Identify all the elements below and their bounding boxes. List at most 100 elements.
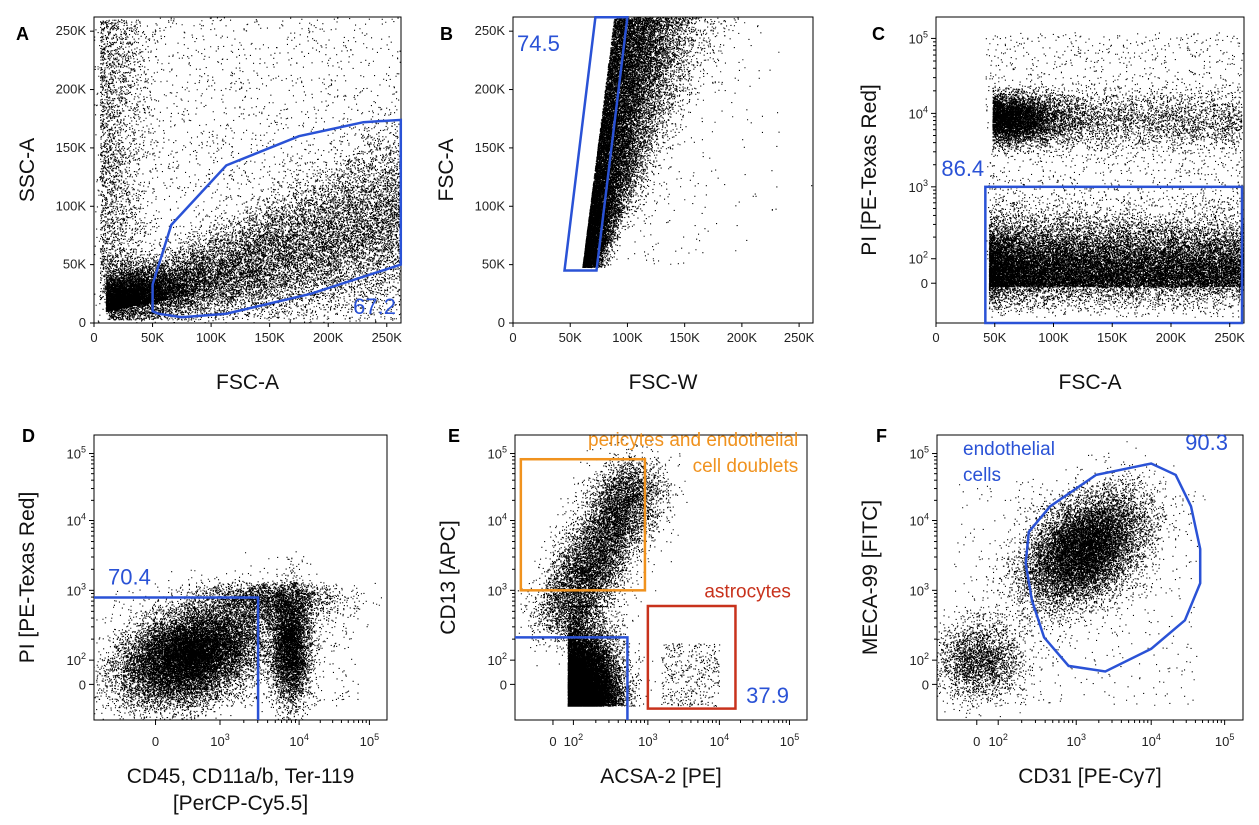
x-tick-label: 50K	[983, 330, 1006, 345]
y-tick-label: 102	[488, 651, 507, 668]
y-axis-label: SSC-A	[16, 138, 39, 202]
x-tick-label: 100K	[196, 330, 227, 345]
event-cloud	[628, 20, 830, 265]
y-tick-label: 104	[909, 104, 928, 121]
y-tick-label: 105	[909, 29, 928, 46]
y-axis-label: FSC-A	[435, 139, 458, 202]
y-axis-label: PI [PE-Texas Red]	[858, 84, 881, 256]
plot-frame	[515, 435, 807, 720]
y-tick-label: 150K	[475, 140, 506, 155]
gate-percentage: 67.2	[353, 294, 396, 319]
panel-F: F 90.3 endothelial cells 0 102 103 104 105 0 102 10…	[859, 426, 1243, 788]
gate-percentage: 86.4	[941, 156, 984, 181]
population-label: astrocytes	[704, 581, 791, 602]
y-axis-label: MECA-99 [FITC]	[859, 500, 882, 655]
x-tick-label: 105	[360, 732, 379, 749]
population-label-line2: cell doublets	[693, 456, 799, 477]
x-tick-label: 200K	[313, 330, 344, 345]
panel-A: A67.20 50K 100K 150K 200K 250K050K100K150K200…	[16, 17, 402, 394]
x-tick-label: 0	[932, 330, 939, 345]
event-dots	[903, 441, 1205, 729]
x-axis-label: ACSA-2 [PE]	[600, 765, 721, 788]
x-axis-label: FSC-W	[629, 371, 698, 394]
y-tick-label: 100K	[56, 198, 87, 213]
y-tick-label: 50K	[482, 257, 505, 272]
y-tick-label: 104	[67, 512, 86, 529]
x-tick-label: 150K	[669, 330, 700, 345]
y-tick-label: 105	[488, 445, 507, 462]
panel-label: B	[440, 24, 453, 44]
gate-percentage: 90.3	[1185, 430, 1228, 455]
event-cloud	[661, 643, 720, 707]
gate-percentage: 37.9	[746, 683, 789, 708]
x-tick-label: 103	[638, 732, 657, 749]
panel-label: D	[22, 426, 35, 446]
y-tick-label: 0	[921, 276, 928, 291]
x-tick-label: 50K	[559, 330, 582, 345]
event-cloud	[582, 17, 761, 268]
y-tick-label: 250K	[56, 23, 87, 38]
panel-label: C	[872, 24, 885, 44]
y-tick-label: 103	[67, 581, 86, 598]
gate-percentage: 70.4	[108, 564, 151, 589]
y-tick-label: 50K	[63, 257, 86, 272]
x-tick-label: 103	[1066, 732, 1085, 749]
x-tick-label: 0	[549, 734, 556, 749]
gate-percentage: 74.5	[517, 31, 560, 56]
y-axis-label: CD13 [APC]	[437, 520, 460, 634]
event-dots	[986, 32, 1249, 318]
x-tick-label: 104	[289, 732, 308, 749]
y-tick-label: 103	[910, 581, 929, 598]
y-tick-label: 150K	[56, 140, 87, 155]
panel-label: A	[16, 24, 29, 44]
x-tick-label: 103	[210, 732, 229, 749]
y-tick-label: 105	[67, 445, 86, 462]
y-tick-label: 102	[909, 250, 928, 267]
x-tick-label: 100K	[1038, 330, 1069, 345]
y-tick-label: 0	[922, 677, 929, 692]
y-tick-label: 200K	[56, 82, 87, 97]
x-tick-label: 0	[973, 734, 980, 749]
x-tick-label: 200K	[727, 330, 758, 345]
x-tick-label: 104	[710, 732, 729, 749]
y-tick-label: 103	[909, 178, 928, 195]
event-dots	[582, 17, 829, 268]
event-cloud	[989, 188, 1249, 318]
x-tick-label: 250K	[1215, 330, 1246, 345]
x-tick-label: 102	[988, 732, 1007, 749]
population-label: endothelial	[963, 439, 1055, 460]
y-tick-label: 0	[498, 315, 505, 330]
x-tick-label: 250K	[784, 330, 815, 345]
x-axis-label: CD45, CD11a/b, Ter-119	[127, 765, 355, 788]
x-tick-label: 0	[152, 734, 159, 749]
x-tick-label: 150K	[1097, 330, 1128, 345]
x-tick-label: 250K	[372, 330, 403, 345]
y-tick-label: 103	[488, 581, 507, 598]
y-tick-label: 250K	[475, 23, 506, 38]
x-tick-label: 100K	[612, 330, 643, 345]
y-tick-label: 0	[500, 677, 507, 692]
event-dots	[504, 432, 720, 707]
y-tick-label: 102	[67, 651, 86, 668]
panel-label: F	[876, 426, 887, 446]
x-tick-label: 0	[90, 330, 97, 345]
population-label: pericytes and endothelial	[588, 430, 798, 451]
event-cloud	[100, 20, 184, 301]
population-label-line2: cells	[963, 465, 1001, 486]
x-tick-label: 0	[509, 330, 516, 345]
x-axis-label-line2: [PerCP-Cy5.5]	[173, 792, 308, 815]
y-tick-label: 0	[79, 315, 86, 330]
panel-B: B 74.50 50K 100K 150K 200K 250K050K100K150K200…	[435, 17, 829, 394]
x-axis-label: FSC-A	[216, 371, 279, 394]
y-tick-label: 102	[910, 651, 929, 668]
y-tick-label: 104	[488, 512, 507, 529]
x-tick-label: 104	[1141, 732, 1160, 749]
y-tick-label: 105	[910, 445, 929, 462]
event-cloud	[504, 432, 688, 666]
x-tick-label: 105	[1215, 732, 1234, 749]
x-axis-label: CD31 [PE-Cy7]	[1018, 765, 1162, 788]
x-tick-label: 150K	[254, 330, 285, 345]
event-dots	[47, 551, 383, 754]
